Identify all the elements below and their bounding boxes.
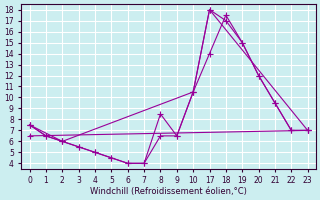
- X-axis label: Windchill (Refroidissement éolien,°C): Windchill (Refroidissement éolien,°C): [90, 187, 247, 196]
